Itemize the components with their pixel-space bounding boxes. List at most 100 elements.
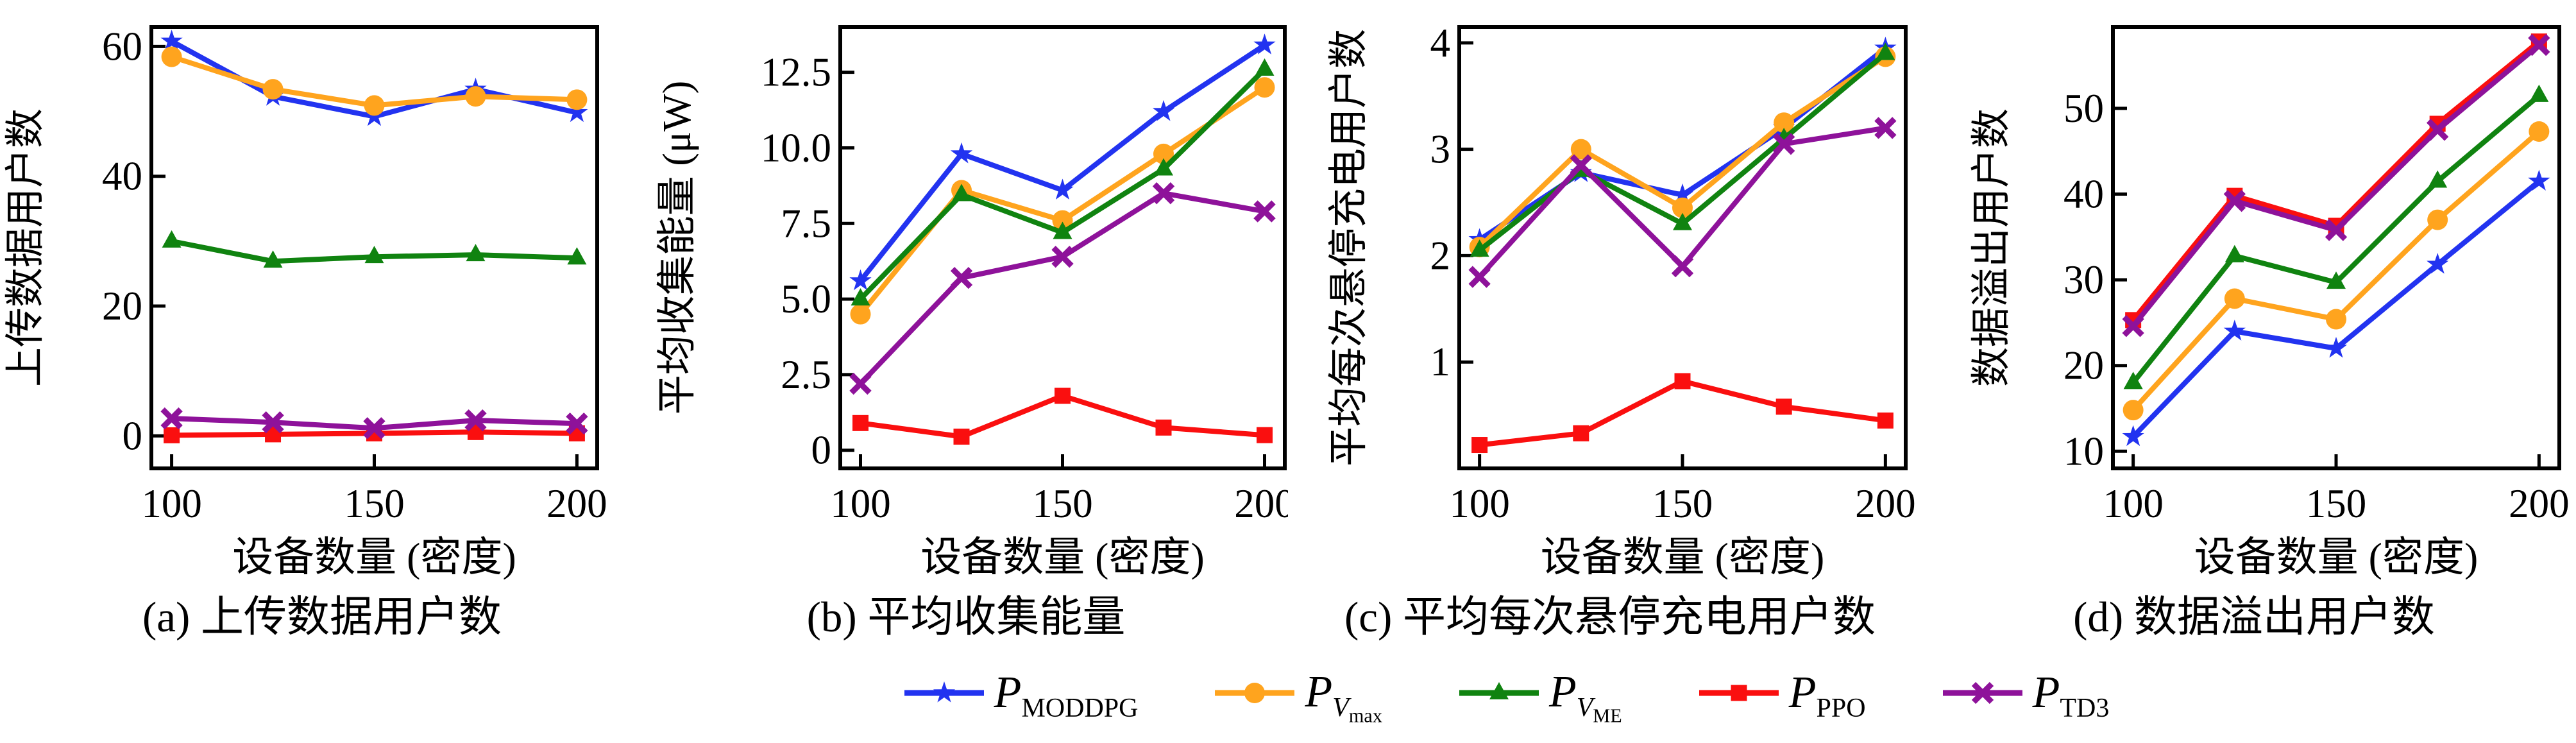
series-line	[1477, 379, 1888, 448]
legend-swatch-circle-icon	[1215, 682, 1295, 703]
series-P_VME	[2123, 84, 2549, 389]
series-P_MODDPG	[2122, 169, 2550, 447]
svg-text:30: 30	[2063, 257, 2104, 302]
subplot-a: 100 150 200 0 20 40 60 设备数量 (密度) 上传数据用户数 (a) 上传数…	[0, 0, 644, 645]
marker-circle	[1254, 77, 1275, 98]
marker-circle	[850, 303, 871, 325]
svg-text:200: 200	[547, 481, 607, 526]
series-P_TD3	[1468, 117, 1897, 288]
svg-text:150: 150	[2306, 481, 2367, 526]
marker-star	[160, 30, 183, 51]
marker-star	[2427, 253, 2449, 274]
marker-circle	[1244, 682, 1266, 703]
marker-circle	[465, 86, 486, 107]
marker-star	[2223, 320, 2246, 341]
marker-circle	[1570, 139, 1591, 160]
marker-x	[2528, 33, 2550, 56]
marker-circle	[1153, 143, 1174, 164]
legend-swatch-x-icon	[1942, 681, 2022, 705]
svg-text:200: 200	[2509, 481, 2570, 526]
marker-square	[1877, 412, 1894, 429]
marker-x	[1468, 266, 1491, 288]
axes: 100 150 200 0 20 40 60 设备数量 (密度) 上传数据用户数	[4, 24, 607, 580]
caption-c: (c) 平均每次悬停充电用户数	[1344, 593, 1876, 641]
marker-circle	[1774, 112, 1795, 133]
marker-triangle	[162, 230, 182, 248]
series-line	[858, 42, 1267, 284]
series-P_VME	[162, 230, 587, 268]
svg-text:平均收集能量 (μW): 平均收集能量 (μW)	[656, 81, 699, 415]
chart-a-svg: 100 150 200 0 20 40 60 设备数量 (密度) 上传数据用户数	[4, 24, 607, 580]
subplot-b: 100 150 200 0 2.5 5.0 7.5 10.0 12.5 设备数量 (密度) 平均收集…	[644, 0, 1288, 645]
marker-x	[2427, 119, 2449, 141]
svg-text:100: 100	[2103, 481, 2164, 526]
svg-text:上传数据用户数: 上传数据用户数	[4, 108, 47, 387]
marker-x	[464, 409, 487, 432]
marker-star	[933, 681, 955, 703]
caption-a: (a) 上传数据用户数	[142, 593, 502, 641]
marker-x	[1874, 117, 1897, 139]
series-P_PPO	[1471, 373, 1894, 454]
svg-text:5.0: 5.0	[781, 277, 831, 321]
marker-square	[852, 414, 869, 431]
series-P_VME	[1470, 42, 1895, 257]
marker-x	[262, 411, 284, 434]
marker-star	[1671, 183, 1694, 205]
charts-row: 100 150 200 0 20 40 60 设备数量 (密度) 上传数据用户数 (a) 上传数…	[0, 0, 2570, 645]
legend-label-P_TD3: PTD3	[2032, 668, 2110, 723]
axes: 100 150 200 1 2 3 4 设备数量 (密度) 平均每次悬停充电用户数	[1327, 21, 1916, 580]
legend: PMODDPG PVmax PVME PPPO PTD3	[218, 645, 2576, 741]
svg-text:150: 150	[1652, 481, 1713, 526]
legend-item-P_PPO: PPPO	[1698, 670, 1866, 722]
svg-text:50: 50	[2063, 86, 2104, 131]
svg-text:数据溢出用户数: 数据溢出用户数	[1970, 108, 2013, 387]
marker-star	[1253, 33, 1276, 55]
svg-text:150: 150	[1032, 481, 1093, 526]
marker-circle	[2224, 288, 2245, 309]
marker-x	[2122, 315, 2144, 337]
marker-circle	[2427, 209, 2448, 230]
marker-star	[1051, 178, 1074, 200]
marker-square	[1055, 388, 1071, 404]
chart-b-svg: 100 150 200 0 2.5 5.0 7.5 10.0 12.5 设备数量 (密度) 平均收集…	[656, 25, 1288, 580]
marker-x	[2223, 190, 2246, 212]
marker-square	[1471, 437, 1488, 454]
marker-circle	[262, 79, 284, 100]
marker-x	[566, 413, 588, 435]
series-P_MODDPG	[849, 33, 1276, 291]
marker-square	[164, 427, 180, 443]
marker-triangle	[2529, 84, 2549, 102]
marker-triangle	[364, 246, 384, 264]
svg-text:40: 40	[102, 154, 142, 199]
svg-text:200: 200	[1855, 481, 1916, 526]
marker-x	[1570, 154, 1592, 176]
svg-text:0: 0	[123, 413, 143, 458]
legend-item-P_Vmax: PVmax	[1214, 670, 1382, 726]
svg-text:0: 0	[811, 428, 832, 473]
svg-text:20: 20	[2063, 343, 2104, 388]
marker-star	[1152, 99, 1175, 121]
marker-triangle	[1876, 42, 1895, 60]
svg-text:40: 40	[2063, 172, 2104, 217]
marker-square	[1775, 398, 1792, 415]
marker-x	[1671, 255, 1694, 278]
marker-triangle	[1154, 158, 1173, 176]
legend-swatch-star-icon	[904, 681, 984, 703]
legend-item-P_VME: PVME	[1458, 670, 1622, 726]
series-P_TD3	[849, 182, 1276, 395]
marker-circle	[364, 95, 385, 116]
svg-text:设备数量 (密度): 设备数量 (密度)	[232, 534, 516, 580]
legend-label-P_MODDPG: PMODDPG	[994, 668, 1139, 723]
marker-x	[1253, 200, 1276, 223]
marker-square	[953, 429, 970, 445]
marker-x	[160, 407, 183, 430]
series-P_TD3	[160, 407, 588, 440]
marker-triangle	[2123, 372, 2143, 389]
marker-triangle	[2326, 271, 2346, 289]
marker-triangle	[1489, 681, 1509, 699]
series-P_PPO	[852, 388, 1273, 445]
marker-circle	[2326, 309, 2346, 330]
series-line	[2130, 129, 2542, 413]
marker-triangle	[567, 247, 587, 265]
svg-text:平均每次悬停充电用户数: 平均每次悬停充电用户数	[1327, 29, 1371, 466]
